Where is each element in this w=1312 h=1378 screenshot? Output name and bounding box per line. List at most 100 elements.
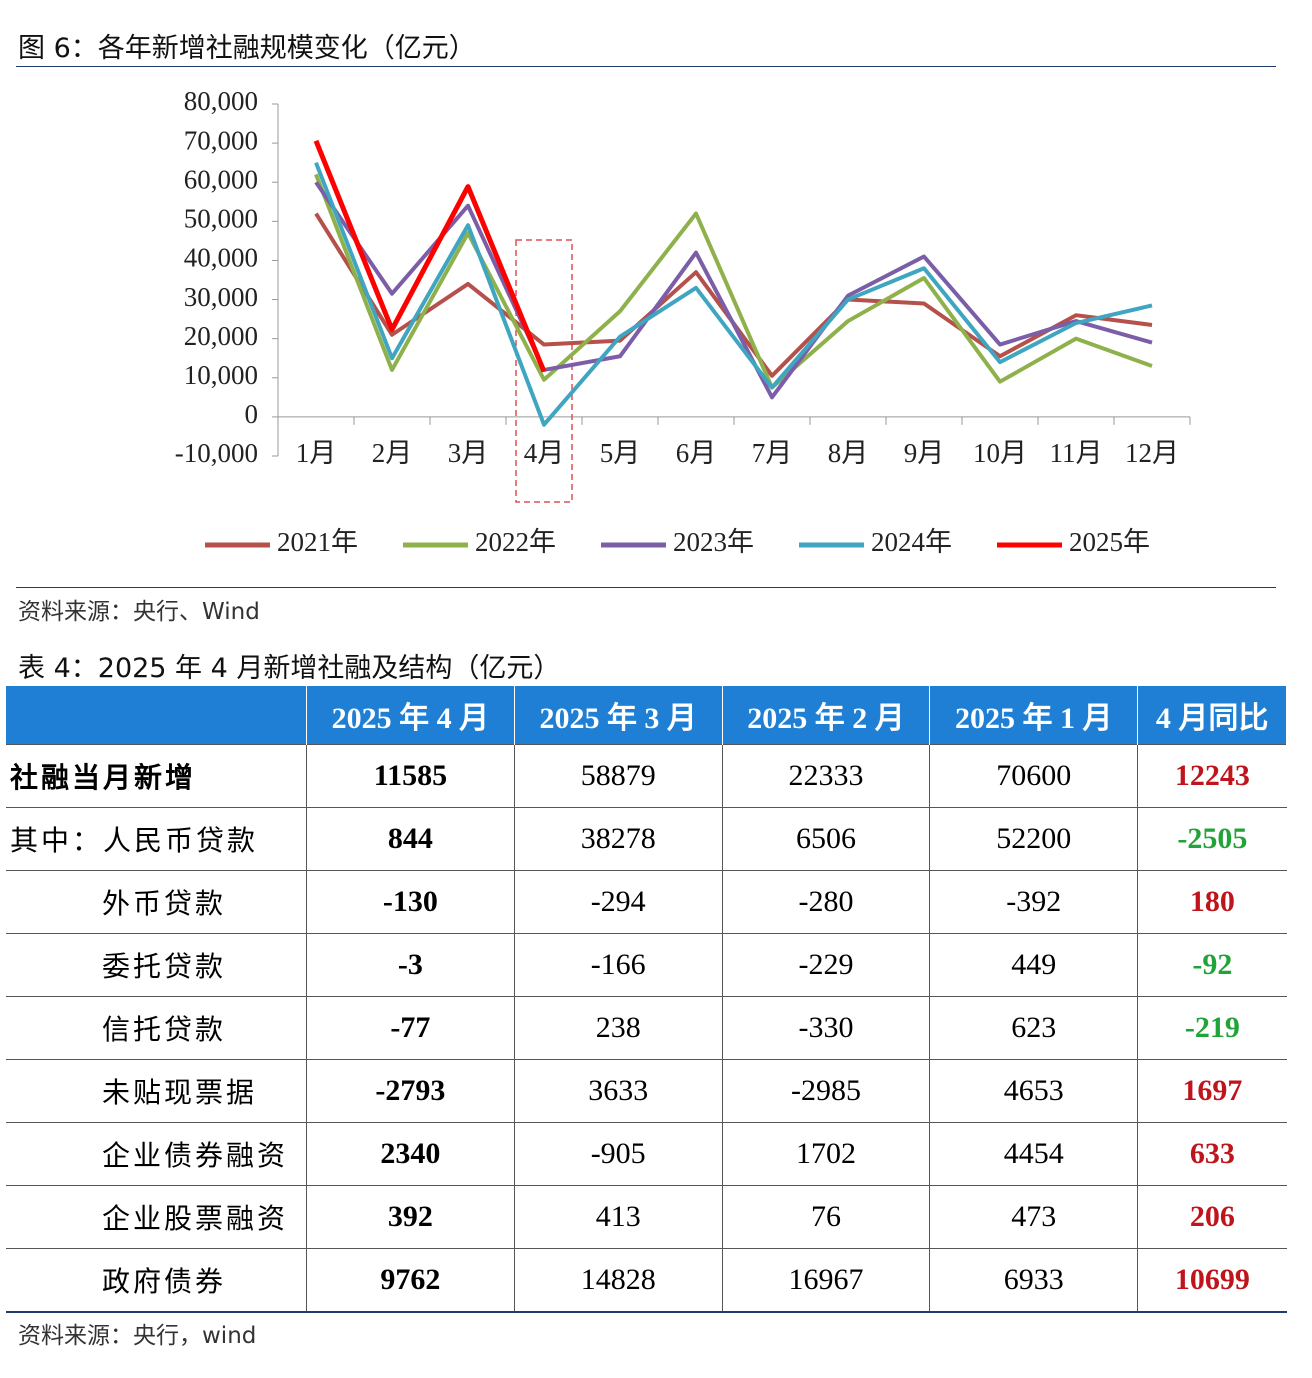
table-cell: 4653 — [929, 1059, 1138, 1123]
table-cell: 2340 — [306, 1122, 515, 1186]
header-cell — [6, 686, 307, 745]
legend-label: 2023年 — [673, 527, 754, 557]
x-tick-label: 3月 — [448, 438, 489, 468]
table-cell: -92 — [1137, 933, 1287, 997]
y-tick-label: 40,000 — [184, 243, 258, 273]
header-cell: 2025 年 3 月 — [513, 686, 723, 745]
header-cell: 2025 年 2 月 — [721, 686, 931, 745]
series-line — [314, 173, 1153, 390]
table-cell: -77 — [306, 996, 515, 1060]
table-cell: -166 — [513, 933, 723, 997]
table-row: 企业股票融资 392 413 76 473 206 — [6, 1185, 1287, 1249]
table-row: 信托贷款 -77 238 -330 623 -219 — [6, 996, 1287, 1060]
legend-label: 2022年 — [475, 527, 556, 557]
x-tick-label: 6月 — [676, 438, 717, 468]
chart: -10,000 0 10,000 20,000 30,000 40,000 50,000 60… — [175, 86, 1191, 557]
row-label: 其中：人民币贷款 — [6, 807, 307, 871]
table-row: 未贴现票据 -2793 3633 -2985 4653 1697 — [6, 1059, 1287, 1123]
y-tick-label: 70,000 — [184, 125, 258, 155]
table-cell: 623 — [929, 996, 1138, 1060]
row-label: 社融当月新增 — [6, 744, 307, 808]
x-tick-label: 2月 — [372, 438, 413, 468]
table-cell: -130 — [306, 870, 515, 934]
table-cell: 206 — [1137, 1185, 1287, 1249]
table-cell: 633 — [1137, 1122, 1287, 1186]
x-tick-label: 10月 — [973, 438, 1027, 468]
table-cell: -905 — [513, 1122, 723, 1186]
header-cell: 4 月同比 — [1137, 686, 1287, 745]
table-cell: 473 — [929, 1185, 1138, 1249]
table-cell: 3633 — [513, 1059, 723, 1123]
x-tick-label: 12月 — [1125, 438, 1179, 468]
highlight-box — [515, 239, 573, 503]
table-cell: 6933 — [929, 1248, 1138, 1313]
table-cell: 12243 — [1137, 744, 1287, 808]
table-cell: 58879 — [513, 744, 723, 808]
y-tick-label: 50,000 — [184, 204, 258, 234]
x-tick-label: 4月 — [524, 438, 565, 468]
table-cell: -294 — [513, 870, 723, 934]
table-cell: 449 — [929, 933, 1138, 997]
row-label: 政府债券 — [6, 1248, 307, 1313]
table-cell: -3 — [306, 933, 515, 997]
legend-label: 2024年 — [871, 527, 952, 557]
table-row: 社融当月新增 11585 58879 22333 70600 12243 — [6, 744, 1287, 808]
table-cell: 16967 — [721, 1248, 930, 1313]
table-cell: 70600 — [929, 744, 1138, 808]
table-source: 资料来源：央行，wind — [18, 1323, 257, 1349]
x-tick-label: 1月 — [296, 438, 337, 468]
table-cell: 844 — [306, 807, 515, 871]
header-cell: 2025 年 1 月 — [929, 686, 1139, 745]
table-row: 政府债券 9762 14828 16967 6933 10699 — [6, 1248, 1287, 1313]
table-cell: 392 — [306, 1185, 515, 1249]
series-line — [314, 161, 1153, 427]
x-tick-label: 8月 — [828, 438, 869, 468]
series-line — [313, 139, 547, 373]
table-row: 委托贷款 -3 -166 -229 449 -92 — [6, 933, 1287, 997]
table-cell: 180 — [1137, 870, 1287, 934]
table-title: 表 4：2025 年 4 月新增社融及结构（亿元） — [18, 653, 561, 684]
row-label: 未贴现票据 — [6, 1059, 307, 1123]
legend-label: 2025年 — [1069, 527, 1150, 557]
table-cell: 76 — [721, 1185, 930, 1249]
header-cell: 2025 年 4 月 — [306, 686, 515, 745]
table-cell: 10699 — [1137, 1248, 1287, 1313]
table-cell: -2793 — [306, 1059, 515, 1123]
chart-title: 图 6：各年新增社融规模变化（亿元） — [18, 33, 476, 64]
row-label: 信托贷款 — [6, 996, 307, 1060]
table-cell: -2985 — [721, 1059, 930, 1123]
y-tick-label: 0 — [245, 399, 259, 429]
table-row: 其中：人民币贷款 844 38278 6506 52200 -2505 — [6, 807, 1287, 871]
y-tick-label: 60,000 — [184, 164, 258, 194]
table-cell: -229 — [721, 933, 930, 997]
x-tick-label: 11月 — [1050, 438, 1103, 468]
table-cell: -280 — [721, 870, 930, 934]
rule — [16, 587, 1276, 588]
table-cell: 14828 — [513, 1248, 723, 1313]
legend-label: 2021年 — [277, 527, 358, 557]
table-cell: 52200 — [929, 807, 1138, 871]
table-cell: 6506 — [721, 807, 930, 871]
y-tick-label: 30,000 — [184, 282, 258, 312]
table-cell: 238 — [513, 996, 723, 1060]
table-cell: -2505 — [1137, 807, 1287, 871]
table-row: 企业债券融资 2340 -905 1702 4454 633 — [6, 1122, 1287, 1186]
row-label: 委托贷款 — [6, 933, 307, 997]
table: 2025 年 4 月 2025 年 3 月 2025 年 2 月 2025 年 1 月… — [6, 686, 1287, 1313]
y-tick-label: 20,000 — [184, 321, 258, 351]
x-tick-label: 7月 — [752, 438, 793, 468]
table-cell: 11585 — [306, 744, 515, 808]
chart-source: 资料来源：央行、Wind — [18, 599, 260, 625]
table-cell: -219 — [1137, 996, 1287, 1060]
series-line — [314, 181, 1153, 400]
x-tick-label: 9月 — [904, 438, 945, 468]
table-cell: -392 — [929, 870, 1138, 934]
table-cell: 1702 — [721, 1122, 930, 1186]
y-tick-label: -10,000 — [175, 438, 258, 468]
row-label: 企业债券融资 — [6, 1122, 307, 1186]
y-tick-label: 10,000 — [184, 360, 258, 390]
table-cell: 38278 — [513, 807, 723, 871]
rule — [16, 66, 1276, 67]
row-label: 企业股票融资 — [6, 1185, 307, 1249]
